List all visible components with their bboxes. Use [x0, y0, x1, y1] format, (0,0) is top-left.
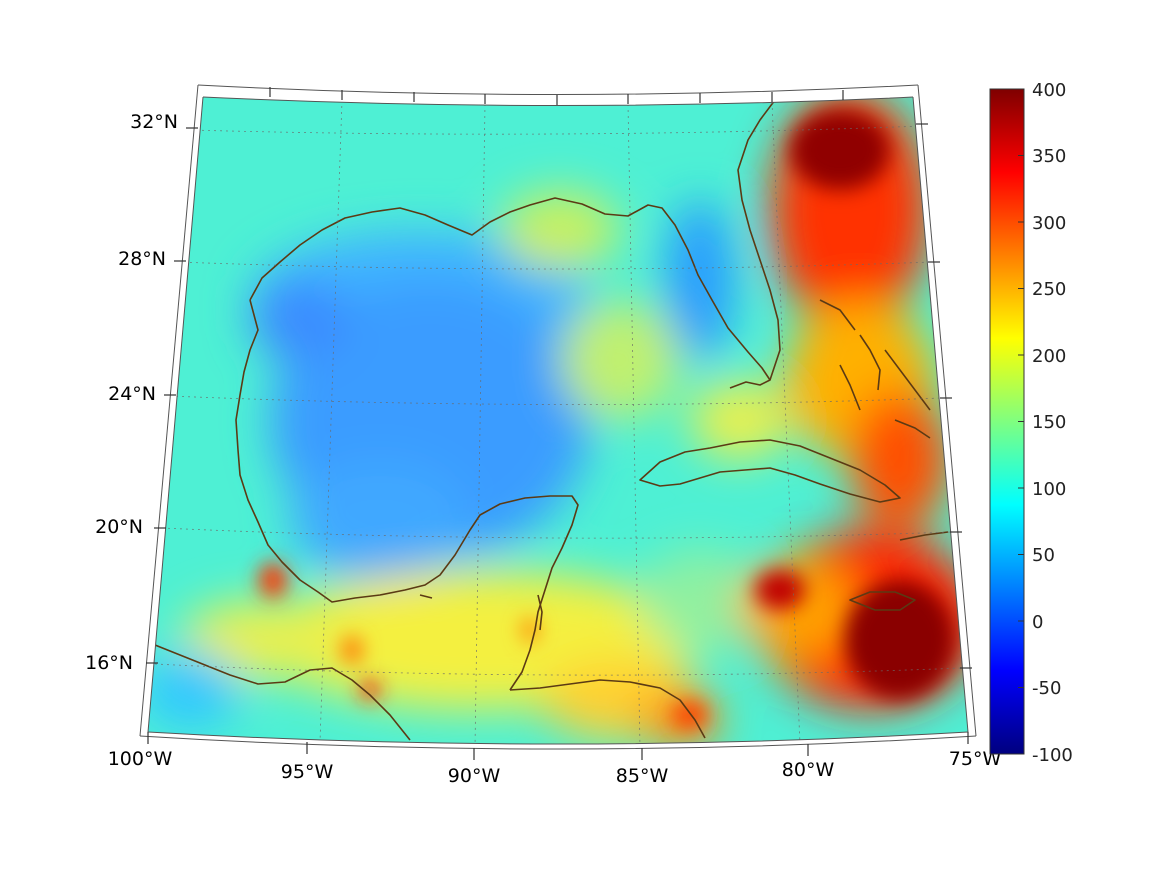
lon-label: 75°W: [949, 748, 1002, 770]
tick-marks: [146, 87, 972, 760]
colorbar-tick-label: 100: [1032, 479, 1066, 500]
lat-labels: 32°N 28°N 24°N 20°N 16°N: [85, 111, 178, 674]
lat-label: 32°N: [130, 111, 178, 133]
lat-label: 28°N: [118, 248, 166, 270]
map-frame: [139, 84, 977, 750]
colorbar-tick-label: -50: [1032, 678, 1061, 699]
lat-label: 20°N: [95, 516, 143, 538]
lon-label: 95°W: [281, 761, 334, 783]
colorbar-tick-label: 150: [1032, 412, 1066, 433]
lat-label: 16°N: [85, 652, 133, 674]
graticule: [154, 99, 963, 744]
colorbar-tick-label: -100: [1032, 745, 1073, 766]
sea-field: [148, 97, 968, 744]
coastlines: [154, 99, 949, 741]
colorbar-tick-label: 0: [1032, 612, 1043, 633]
colorbar-tick-label: 200: [1032, 346, 1066, 367]
lat-label: 24°N: [108, 383, 156, 405]
lon-label: 90°W: [448, 765, 501, 787]
colorbar-tick-label: 300: [1032, 213, 1066, 234]
lon-labels: 100°W 95°W 90°W 85°W 80°W 75°W: [108, 748, 1002, 787]
lon-label: 100°W: [108, 748, 173, 770]
colorbar-tick-label: 50: [1032, 545, 1055, 566]
lon-label: 85°W: [616, 765, 669, 787]
colorbar-tick-label: 400: [1032, 80, 1066, 101]
colorbar: 400 350 300 250 200 150 100 50 0 -50 -10…: [989, 80, 1073, 766]
lon-label: 80°W: [782, 759, 835, 781]
colorbar-tick-label: 350: [1032, 146, 1066, 167]
colorbar-tick-label: 250: [1032, 279, 1066, 300]
